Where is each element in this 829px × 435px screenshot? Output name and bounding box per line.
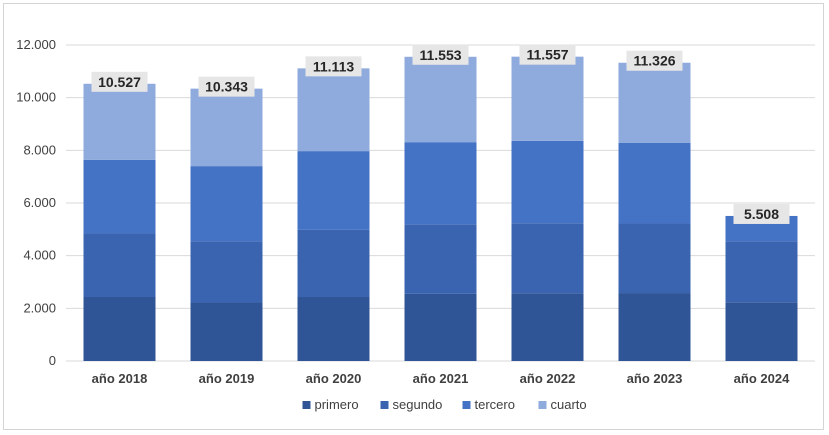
y-tick-label: 8.000 (23, 142, 56, 157)
y-tick-label: 2.000 (23, 300, 56, 315)
bar-segment-cuarto (618, 62, 691, 143)
bar-segment-primero (725, 302, 798, 361)
total-data-label: 10.527 (98, 74, 141, 90)
bar-segment-cuarto (404, 56, 477, 143)
total-label-background (198, 76, 255, 97)
y-tick-label: 12.000 (16, 37, 56, 52)
bar-segment-tercero (618, 142, 691, 224)
x-tick-label: año 2023 (627, 371, 683, 386)
total-data-label: 11.557 (526, 47, 568, 63)
bar-segment-cuarto (511, 56, 584, 141)
x-tick-label: año 2019 (199, 371, 255, 386)
bar-segment-cuarto (83, 83, 156, 160)
bar-segment-segundo (404, 224, 477, 294)
bar-segment-segundo (618, 223, 691, 294)
bar-segment-tercero (190, 166, 263, 242)
bar-segment-primero (190, 302, 263, 361)
bar-segment-cuarto (190, 88, 263, 167)
bar-segment-cuarto (297, 68, 370, 152)
bar-segment-tercero (297, 151, 370, 230)
bar-segment-segundo (297, 229, 370, 298)
legend-swatch-primero (302, 401, 311, 409)
total-data-label: 11.553 (419, 47, 461, 63)
total-label-background (412, 44, 469, 65)
total-data-label: 11.113 (313, 58, 354, 74)
x-tick-label: año 2020 (306, 371, 362, 386)
bar-segment-tercero (511, 140, 584, 224)
bar-segment-primero (511, 293, 584, 361)
bar-segment-segundo (83, 233, 156, 298)
total-label-background (519, 44, 576, 65)
bar-segment-segundo (190, 241, 263, 303)
y-tick-label: 6.000 (23, 195, 56, 210)
total-data-label: 5.508 (744, 206, 779, 222)
total-label-background (91, 71, 148, 92)
y-tick-label: 4.000 (23, 248, 56, 263)
bar-segment-primero (83, 297, 156, 361)
x-tick-label: año 2022 (520, 371, 576, 386)
legend-swatch-segundo (380, 401, 389, 409)
bar-segment-primero (297, 297, 370, 361)
legend-swatch-cuarto (538, 401, 547, 409)
legend-label-tercero: tercero (475, 397, 515, 412)
y-tick-label: 10.000 (16, 90, 56, 105)
bar-segment-primero (618, 293, 691, 361)
legend-label-cuarto: cuarto (551, 397, 587, 412)
x-tick-label: año 2024 (734, 371, 790, 386)
total-label-background (626, 50, 683, 71)
bar-segment-segundo (511, 223, 584, 294)
x-tick-label: año 2018 (92, 371, 148, 386)
total-label-background (733, 203, 790, 224)
y-tick-label: 0 (49, 353, 56, 368)
bar-segment-primero (404, 293, 477, 361)
total-data-label: 10.343 (205, 79, 248, 95)
bar-segment-tercero (83, 159, 156, 234)
legend-swatch-tercero (462, 401, 471, 409)
total-label-background (305, 56, 362, 77)
legend-label-segundo: segundo (393, 397, 443, 412)
legend-label-primero: primero (315, 397, 359, 412)
x-tick-label: año 2021 (413, 371, 469, 386)
bar-segment-segundo (725, 241, 798, 303)
bar-segment-tercero (404, 142, 477, 225)
total-data-label: 11.326 (633, 53, 675, 69)
